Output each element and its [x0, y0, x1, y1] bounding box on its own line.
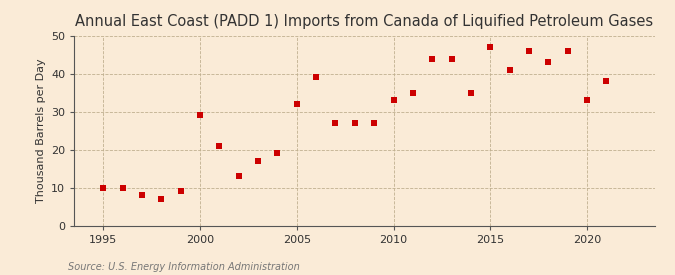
Title: Annual East Coast (PADD 1) Imports from Canada of Liquified Petroleum Gases: Annual East Coast (PADD 1) Imports from … — [76, 14, 653, 29]
Point — [176, 189, 186, 194]
Point — [524, 49, 535, 53]
Point — [582, 98, 593, 103]
Point — [601, 79, 612, 84]
Point — [369, 121, 379, 125]
Point — [98, 185, 109, 190]
Point — [194, 113, 205, 118]
Point — [292, 102, 302, 106]
Point — [252, 159, 263, 163]
Text: Source: U.S. Energy Information Administration: Source: U.S. Energy Information Administ… — [68, 262, 299, 272]
Point — [466, 90, 477, 95]
Point — [234, 174, 244, 178]
Point — [330, 121, 341, 125]
Point — [504, 68, 515, 72]
Point — [485, 45, 495, 49]
Point — [272, 151, 283, 156]
Point — [117, 185, 128, 190]
Point — [543, 60, 554, 65]
Point — [408, 90, 418, 95]
Point — [156, 197, 167, 201]
Point — [136, 193, 147, 197]
Y-axis label: Thousand Barrels per Day: Thousand Barrels per Day — [36, 58, 45, 203]
Point — [388, 98, 399, 103]
Point — [310, 75, 321, 80]
Point — [214, 144, 225, 148]
Point — [446, 56, 457, 61]
Point — [427, 56, 437, 61]
Point — [562, 49, 573, 53]
Point — [350, 121, 360, 125]
